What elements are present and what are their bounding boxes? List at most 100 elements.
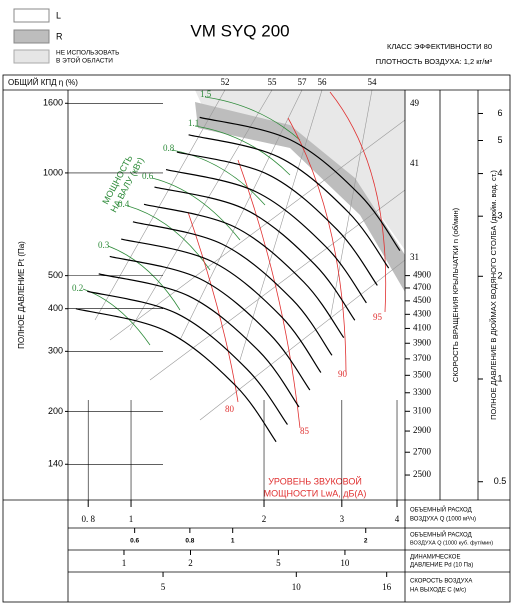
legend-label: R	[56, 31, 63, 41]
x-tick-label: 5	[161, 582, 166, 592]
x-tick-label: 1	[231, 538, 235, 545]
x-tick-label: 3	[340, 514, 345, 524]
sound-title: МОЩНОСТИ LwA, дБ(A)	[264, 488, 367, 498]
speed-curve	[98, 273, 300, 408]
tip-speed-label: 31	[410, 252, 419, 262]
x-tick-label: 10	[340, 558, 350, 568]
speed-tick-label: 3100	[413, 405, 432, 415]
sound-value: 80	[225, 404, 235, 414]
speed-curve	[75, 308, 277, 443]
speed-axis-title: СКОРОСТЬ ВРАЩЕНИЯ КРЫЛЬЧАТКИ n (об/мин)	[451, 207, 460, 382]
x-tick-label: 0.8	[185, 538, 194, 545]
x-tick-label: 2	[262, 514, 267, 524]
y-tick-label: 300	[48, 346, 63, 356]
x-axis-title: ВОЗДУХА Q (1000 м³/ч)	[410, 517, 476, 523]
y2-axis-title: ПОЛНОЕ ДАВЛЕНИЕ В ДЮЙМАХ ВОДЯНОГО СТОЛБА…	[489, 170, 498, 420]
x-tick-label: 4	[395, 514, 400, 524]
efficiency-value: 54	[368, 77, 378, 87]
tip-speed-label: 41	[410, 158, 419, 168]
speed-curve	[87, 290, 288, 425]
x-tick-label: 2	[188, 558, 193, 568]
speed-tick-label: 3300	[413, 387, 432, 397]
speed-curve	[143, 203, 345, 339]
legend-label: L	[56, 10, 61, 20]
y2-tick-label: 5	[497, 135, 502, 145]
y2-tick-label: 6	[497, 108, 502, 118]
speed-tick-label: 4300	[413, 308, 432, 318]
x-axis-title: ОБЪЕМНЫЙ РАСХОД	[410, 531, 472, 539]
speed-curve	[199, 116, 401, 251]
y2-tick-label: 0.5	[494, 476, 507, 486]
y2-tick-label: 1	[497, 373, 502, 383]
x-tick-label: 0. 8	[81, 514, 95, 524]
speed-tick-label: 4900	[413, 270, 432, 280]
legend-label: НЕ ИСПОЛЬЗОВАТЬ	[56, 50, 119, 57]
x-tick-label: 0.6	[130, 538, 139, 545]
power-label: 0.3	[98, 240, 110, 250]
speed-tick-label: 4100	[413, 323, 432, 333]
efficiency-title: ОБЩИЙ КПД η (%)	[8, 78, 78, 87]
speed-curve	[154, 186, 356, 321]
chart-title: VM SYQ 200	[190, 21, 289, 40]
power-label: 0.6	[142, 171, 154, 181]
power-label: 0.2	[72, 283, 83, 293]
efficiency-lines	[94, 89, 406, 421]
frame	[2, 74, 511, 603]
speed-curve	[188, 134, 390, 269]
efficiency-value: 52	[221, 77, 230, 87]
power-curves	[82, 96, 301, 346]
speed-tick-label: 3900	[413, 337, 432, 347]
power-label: 1.5	[200, 89, 212, 99]
subtitle: ПЛОТНОСТЬ ВОЗДУХА: 1,2 кг/м³	[376, 57, 493, 66]
legend-swatch	[13, 29, 50, 44]
x-axis-title: НА ВЫХОДЕ C (м/с)	[410, 588, 466, 594]
y-tick-label: 200	[48, 406, 63, 416]
y-tick-label: 500	[48, 270, 63, 280]
speed-tick-label: 3700	[413, 353, 432, 363]
y-tick-label: 1000	[43, 167, 63, 177]
x-tick-label: 5	[276, 558, 281, 568]
x-tick-label: 16	[382, 582, 392, 592]
efficiency-value: 55	[268, 77, 278, 87]
power-label: 0.4	[118, 199, 130, 209]
legend-swatch	[13, 49, 50, 64]
y-axis-title: ПОЛНОЕ ДАВЛЕНИЕ Pt (Па)	[17, 241, 26, 349]
legend-swatch	[13, 8, 50, 23]
y2-tick-label: 3	[497, 211, 502, 221]
x-tick-label: 10	[292, 582, 302, 592]
tip-speed-label: 49	[410, 98, 420, 108]
speed-tick-label: 2900	[413, 425, 432, 435]
speed-curve	[132, 221, 333, 356]
power-label: 1.1	[188, 118, 199, 128]
x-axis-title: ДИНАМИЧЕСКОЕ	[410, 555, 460, 561]
x-axis-title: ВОЗДУХА Q (1000 куб. фут/мин)	[410, 540, 493, 546]
sound-value: 90	[338, 369, 348, 379]
x-tick-label: 2	[364, 538, 368, 545]
y-tick-label: 140	[48, 459, 63, 469]
speed-curve	[165, 168, 367, 304]
speed-tick-label: 4500	[413, 295, 432, 305]
speed-tick-label: 2700	[413, 446, 432, 456]
legend-label: В ЭТОЙ ОБЛАСТИ	[56, 56, 113, 65]
sound-value: 95	[373, 312, 383, 322]
speed-tick-label: 2500	[413, 469, 432, 479]
power-label: 0.8	[163, 143, 175, 153]
subtitle: КЛАСС ЭФФЕКТИВНОСТИ 80	[387, 42, 492, 51]
y2-tick-label: 4	[497, 168, 502, 178]
speed-tick-label: 4700	[413, 282, 432, 292]
efficiency-value: 56	[318, 77, 328, 87]
speed-curve	[109, 255, 311, 391]
speed-tick-label: 3500	[413, 369, 432, 379]
y-tick-label: 400	[48, 303, 63, 313]
x-axis-title: СКОРОСТЬ ВОЗДУХА	[410, 579, 472, 585]
x-tick-label: 1	[122, 558, 127, 568]
y-tick-label: 1600	[43, 98, 63, 108]
x-axis-title: ДАВЛЕНИЕ Pd (10 Па)	[410, 563, 473, 569]
sound-curves	[187, 91, 387, 429]
sound-title: УРОВЕНЬ ЗВУКОВОЙ	[268, 475, 362, 486]
y2-tick-label: 2	[497, 271, 502, 281]
x-axis-title: ОБЪЕМНЫЙ РАСХОД	[410, 506, 472, 514]
speed-curve	[176, 151, 378, 286]
